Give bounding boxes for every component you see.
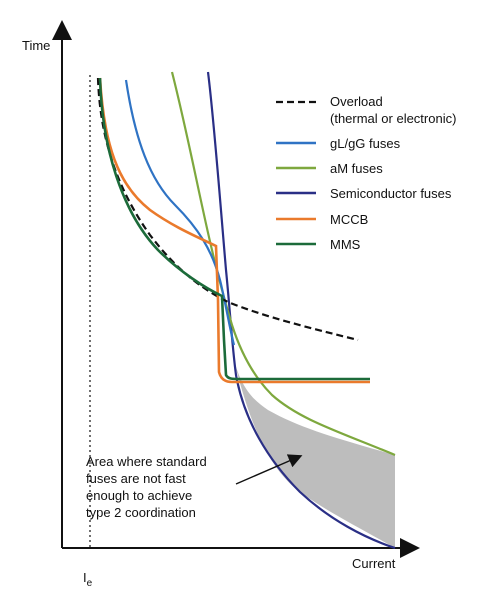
legend-label-mms: MMS	[330, 237, 361, 252]
legend-label-overload-line1: Overload	[330, 94, 383, 109]
legend: Overload (thermal or electronic) gL/gG f…	[276, 94, 456, 252]
legend-label-semiconductor: Semiconductor fuses	[330, 186, 452, 201]
legend-label-mccb: MCCB	[330, 212, 368, 227]
ie-marker-label: Ie	[83, 570, 93, 589]
annotation-line-4: type 2 coordination	[86, 505, 196, 520]
annotation-line-3: enough to achieve	[86, 488, 192, 503]
ie-marker-main: I	[83, 570, 87, 585]
legend-label-overload-line2: (thermal or electronic)	[330, 111, 456, 126]
ie-marker-sub: e	[87, 578, 93, 589]
y-axis-label: Time	[22, 38, 50, 53]
legend-label-am: aM fuses	[330, 161, 383, 176]
shaded-coordination-area	[232, 353, 395, 548]
series-gl-gg-fuses	[124, 79, 236, 346]
series-am-fuses	[170, 71, 396, 457]
shaded-area-annotation: Area where standard fuses are not fast e…	[86, 454, 210, 520]
legend-label-overload: Overload (thermal or electronic)	[330, 94, 456, 126]
series-mccb	[98, 77, 370, 384]
series-semiconductor-fuses	[206, 71, 396, 550]
annotation-arrow	[235, 454, 303, 485]
series-mms	[98, 77, 370, 381]
legend-label-gl-gg: gL/gG fuses	[330, 136, 401, 151]
annotation-line-2: fuses are not fast	[86, 471, 186, 486]
x-axis-label: Current	[352, 556, 396, 571]
annotation-line-1: Area where standard	[86, 454, 207, 469]
